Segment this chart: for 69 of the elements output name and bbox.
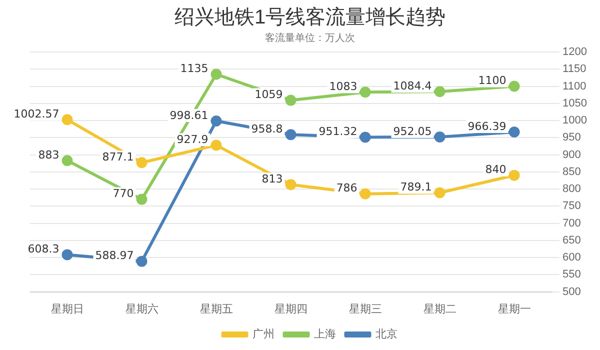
point	[285, 179, 296, 190]
point	[434, 187, 446, 198]
point	[360, 132, 371, 143]
data-label: 877.1	[102, 150, 134, 164]
chart-title: 绍兴地铁1号线客流量增长趋势	[174, 6, 446, 29]
data-label: 608.3	[28, 242, 60, 256]
point	[508, 126, 520, 138]
data-label: 958.8	[251, 122, 283, 136]
data-label: 840	[485, 163, 506, 176]
y-tick-label: 650	[562, 234, 581, 246]
y-tick-label: 500	[562, 286, 581, 298]
data-label: 789.1	[400, 180, 432, 194]
x-tick-label: 星期二	[423, 303, 456, 316]
data-label: 1100	[478, 74, 506, 88]
point	[360, 86, 371, 98]
data-label: 1083	[329, 80, 358, 93]
y-tick-label: 600	[562, 252, 581, 264]
chart-subtitle: 客流量单位：万人次	[265, 32, 355, 44]
y-tick-label: 700	[562, 217, 581, 230]
point	[136, 194, 148, 205]
point	[210, 115, 222, 126]
point	[62, 155, 73, 166]
point	[62, 114, 73, 126]
data-label: 1084.4	[393, 79, 432, 92]
point	[210, 68, 222, 80]
x-tick-label: 星期五	[200, 303, 233, 316]
x-tick-label: 星期三	[348, 303, 382, 316]
data-label: 1135	[180, 62, 208, 76]
data-label: 770	[112, 187, 134, 200]
point	[62, 249, 73, 260]
point	[434, 131, 446, 142]
y-tick-label: 1000	[562, 114, 588, 127]
x-tick-label: 星期四	[274, 303, 308, 316]
point	[360, 188, 371, 200]
point	[210, 140, 222, 151]
data-label: 1002.57	[14, 107, 60, 120]
data-label: 883	[38, 148, 60, 162]
y-tick-label: 1200	[562, 46, 588, 58]
data-label: 998.61	[170, 108, 208, 122]
point	[285, 94, 296, 106]
point	[434, 86, 446, 98]
legend-label: 北京	[375, 328, 398, 341]
y-tick-label: 1050	[562, 97, 588, 110]
legend-label: 广州	[252, 328, 274, 341]
x-tick-label: 星期日	[50, 303, 84, 316]
y-tick-label: 900	[562, 148, 581, 161]
data-label: 1059	[254, 88, 283, 102]
y-tick-label: 750	[562, 200, 581, 212]
data-label: 927.9	[176, 133, 208, 146]
y-tick-label: 850	[562, 166, 581, 178]
data-label: 951.32	[318, 125, 358, 138]
data-label: 813	[262, 172, 283, 186]
point	[508, 170, 520, 181]
x-tick-label: 星期六	[125, 302, 158, 316]
legend-label: 上海	[314, 328, 336, 341]
point	[136, 256, 148, 267]
data-label: 786	[336, 182, 358, 195]
data-label: 952.05	[393, 124, 432, 138]
point	[508, 80, 520, 92]
y-tick-label: 800	[562, 183, 581, 196]
point	[136, 157, 148, 168]
y-tick-label: 1150	[562, 63, 586, 76]
x-tick-label: 星期一	[498, 303, 531, 316]
data-label: 966.39	[468, 120, 506, 133]
y-tick-label: 1100	[562, 80, 586, 92]
point	[285, 129, 296, 140]
data-label: 588.97	[95, 249, 134, 262]
y-tick-label: 950	[562, 132, 581, 144]
y-tick-label: 550	[562, 268, 581, 281]
